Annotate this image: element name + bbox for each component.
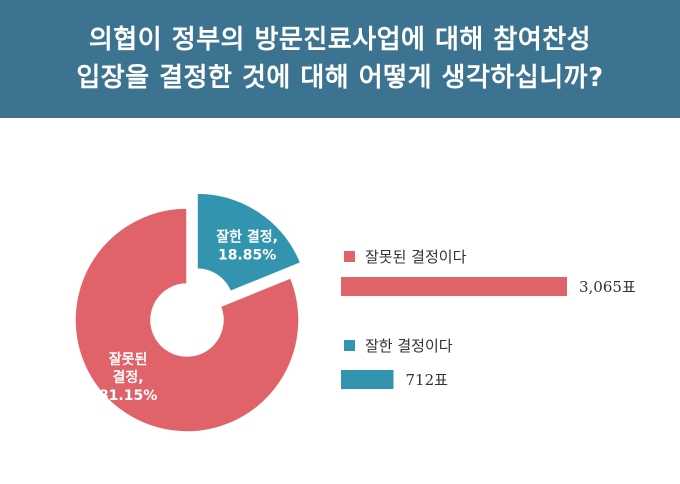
pie-slice-good-decision [196,192,302,293]
slice-label-wrong-1: 잘못된 [109,351,148,368]
legend-swatch-2 [344,340,355,351]
slice-label-good-2: 18.85% [218,247,276,263]
slice-label-wrong-3: 81.15% [99,388,157,404]
legend-label-1: 잘못된 결정이다 [365,248,467,266]
slice-label-wrong-2: 결정, [113,369,144,386]
slice-label-good-1: 잘한 결정, [216,228,278,245]
pie-slice-wrong-decision [74,207,300,433]
bar-value-label-1: 3,065표 [579,278,636,296]
bar-value-label-2: 712표 [405,371,448,389]
legend-swatch-1 [344,251,355,262]
chart-title-line-2: 입장을 결정한 것에 대해 어떻게 생각하십니까? [76,63,604,93]
title-banner: 의협이 정부의 방문진료사업에 대해 참여찬성 입장을 결정한 것에 대해 어떻… [0,0,680,118]
bar-1 [341,277,567,296]
chart-title-line-1: 의협이 정부의 방문진료사업에 대해 참여찬성 [88,25,592,55]
legend-label-2: 잘한 결정이다 [365,337,453,355]
bar-2 [341,370,394,389]
